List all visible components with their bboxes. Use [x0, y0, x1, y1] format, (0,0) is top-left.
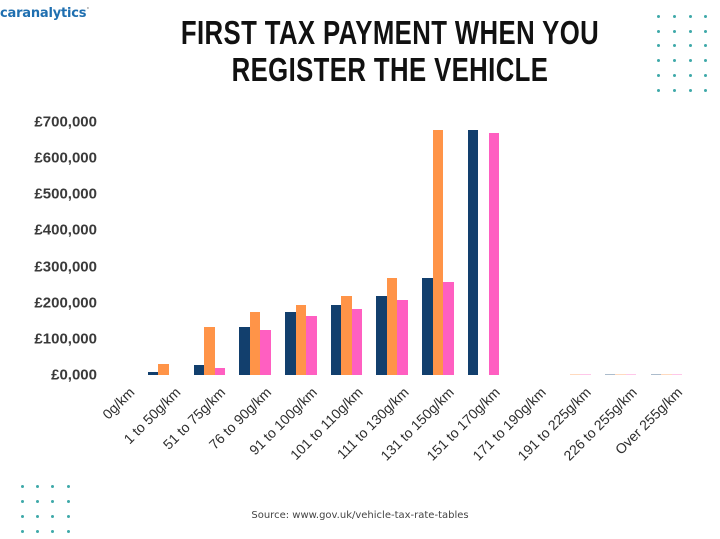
brand-name: caranalytics: [0, 6, 87, 21]
dot: [673, 30, 676, 33]
dot: [704, 44, 707, 47]
dot: [657, 74, 660, 77]
dot: [36, 515, 39, 518]
dot: [67, 530, 70, 533]
dot: [704, 15, 707, 18]
chart-title-line-2: REGISTER THE VEHICLE: [231, 51, 549, 88]
y-tick-label: £600,000: [34, 149, 97, 167]
bar: [671, 374, 683, 375]
dot: [704, 59, 707, 62]
dot: [704, 30, 707, 33]
dot: [704, 74, 707, 77]
bar: [351, 308, 363, 375]
x-tick-label: 0g/km: [99, 384, 138, 423]
dot: [36, 530, 39, 533]
dot: [21, 515, 24, 518]
dot: [67, 485, 70, 488]
dot: [21, 485, 24, 488]
dot: [51, 515, 54, 518]
dot: [21, 530, 24, 533]
bar: [422, 278, 433, 375]
dot: [657, 89, 660, 92]
y-tick-label: £200,000: [34, 294, 97, 312]
bar: [260, 329, 271, 375]
y-tick-label: £700,000: [34, 113, 97, 131]
bar: [376, 295, 387, 375]
bar: [239, 326, 250, 375]
bar: [306, 315, 317, 375]
bar: [615, 374, 626, 375]
bar: [214, 368, 226, 375]
dot: [689, 59, 692, 62]
dot: [673, 44, 676, 47]
bar: [397, 299, 408, 375]
dot: [657, 44, 660, 47]
y-tick-label: £0,000: [51, 366, 97, 384]
bar: [467, 129, 479, 375]
bar: [193, 364, 205, 375]
bar: [204, 326, 215, 375]
dot: [67, 515, 70, 518]
dot: [704, 89, 707, 92]
dot: [657, 15, 660, 18]
dot: [51, 485, 54, 488]
bar: [569, 374, 581, 375]
bar: [147, 371, 159, 375]
brand-mark: °: [86, 6, 90, 14]
y-tick-label: £500,000: [34, 185, 97, 203]
dot: [67, 500, 70, 503]
dot: [689, 89, 692, 92]
dot: [21, 500, 24, 503]
dot: [689, 15, 692, 18]
bar: [580, 374, 591, 375]
bar: [488, 133, 500, 375]
bar: [432, 129, 444, 375]
bar: [443, 281, 454, 375]
bar: [295, 304, 307, 375]
bar: [249, 312, 261, 375]
chart-title-line-1: FIRST TAX PAYMENT WHEN YOU: [180, 14, 600, 51]
y-tick-label: £100,000: [34, 330, 97, 348]
bar: [285, 312, 296, 375]
bar: [158, 364, 169, 375]
bar: [661, 374, 672, 375]
bar: [330, 304, 342, 375]
y-tick-label: £300,000: [34, 258, 97, 276]
dot: [657, 30, 660, 33]
dot: [673, 89, 676, 92]
dot: [36, 485, 39, 488]
bar: [386, 278, 398, 375]
bar: [341, 295, 352, 375]
dot: [51, 530, 54, 533]
bar: [625, 374, 637, 375]
source-caption: Source: www.gov.uk/vehicle-tax-rate-tabl…: [251, 510, 469, 521]
bar: [650, 374, 662, 375]
y-tick-label: £400,000: [34, 221, 97, 239]
dot: [657, 59, 660, 62]
dot: [673, 74, 676, 77]
dot: [689, 74, 692, 77]
dot: [673, 59, 676, 62]
bar: [604, 374, 616, 375]
chart-title: FIRST TAX PAYMENT WHEN YOU REGISTER THE …: [179, 14, 600, 88]
dot: [673, 15, 676, 18]
dot: [36, 500, 39, 503]
brand-logo: caranalytics°: [0, 6, 89, 21]
dot: [51, 500, 54, 503]
dot: [689, 44, 692, 47]
dot: [689, 30, 692, 33]
